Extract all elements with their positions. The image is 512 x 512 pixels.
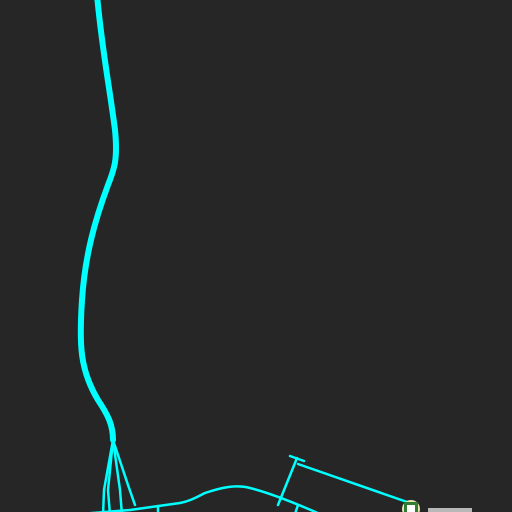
roads [77, 0, 412, 512]
road [276, 456, 299, 507]
road [111, 438, 137, 507]
road [296, 462, 412, 505]
road [288, 454, 306, 463]
poi-marker [402, 500, 472, 512]
poi-icon-detail [407, 505, 415, 512]
highway [77, 0, 120, 443]
road [111, 438, 124, 512]
poi-label-fragment [428, 508, 472, 512]
road [89, 485, 319, 512]
road [106, 438, 115, 512]
road [101, 438, 115, 512]
road [294, 503, 300, 512]
